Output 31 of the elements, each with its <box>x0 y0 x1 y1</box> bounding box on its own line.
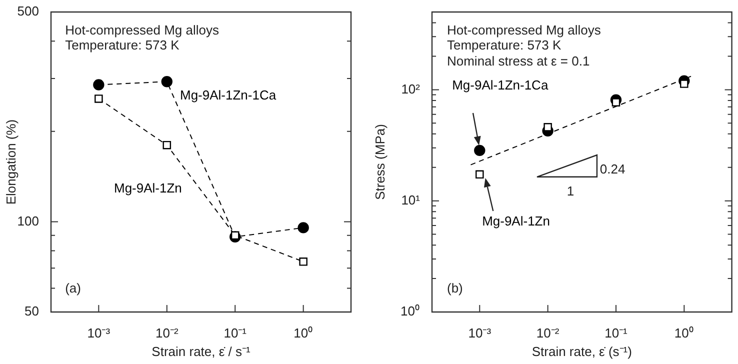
text: Mg-9Al-1Zn <box>482 214 550 229</box>
annotation: 0.24 <box>600 162 626 177</box>
text: Mg-9Al-1Zn-1Ca <box>452 78 549 93</box>
annotation: 1 <box>566 184 574 199</box>
x-tick-label: 10⁻² <box>536 325 560 340</box>
y-axis-title: Elongation (%) <box>3 119 18 205</box>
y-tick-label: 10² <box>401 81 421 96</box>
x-axis-title: Strain rate, ε̇ (s⁻¹) <box>532 344 632 359</box>
x-tick-label: 10⁰ <box>674 325 694 340</box>
annotation: (b) <box>446 280 463 296</box>
annotation: Nominal stress at ε = 0.1 <box>446 54 590 69</box>
annotation: (a) <box>65 280 81 296</box>
y-tick-label: 100 <box>17 213 39 228</box>
x-tick-label: 10⁻³ <box>87 325 111 340</box>
y-tick-label: 500 <box>17 4 39 19</box>
y-axis-title: Stress (MPa) <box>372 124 388 200</box>
annotation: Temperature: 573 K <box>65 37 180 52</box>
x-tick-label: 10⁰ <box>294 325 314 340</box>
x-axis-title: Strain rate, ε̇ / s⁻¹ <box>152 344 251 359</box>
y-tick-label: 10¹ <box>401 192 421 208</box>
x-tick-label: 10⁻³ <box>468 325 492 340</box>
y-tick-label: 10⁰ <box>400 304 420 319</box>
x-tick-label: 10⁻¹ <box>224 325 248 340</box>
series-label: Mg-9Al-1Zn-1Ca <box>180 88 277 103</box>
x-tick-label: 10⁻² <box>155 325 179 340</box>
y-tick-label: 50 <box>24 304 39 319</box>
series-label: Mg-9Al-1Zn <box>114 180 182 196</box>
x-tick-label: 10⁻¹ <box>604 325 628 340</box>
annotation: Hot-compressed Mg alloys <box>65 22 220 38</box>
annotation: Temperature: 573 K <box>446 37 562 52</box>
annotation: Hot-compressed Mg alloys <box>446 22 602 38</box>
